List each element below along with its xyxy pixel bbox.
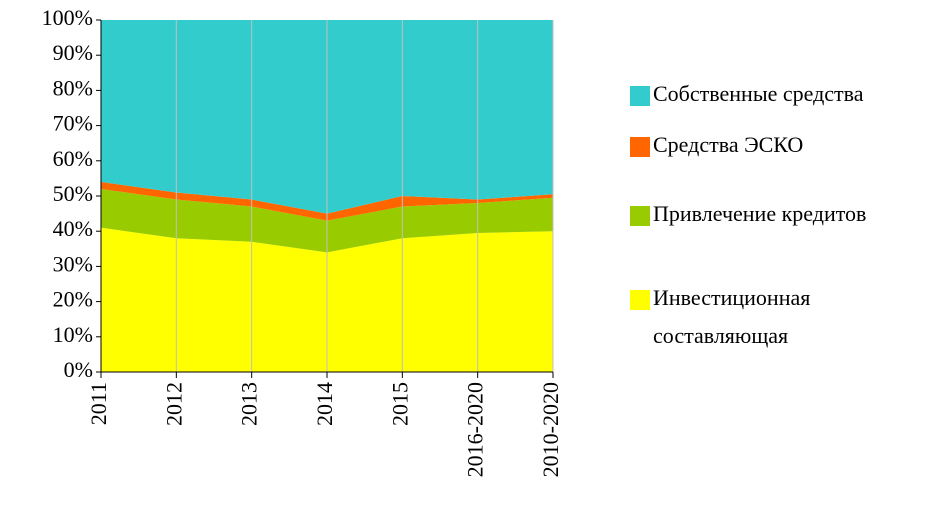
- legend-swatch: [630, 137, 650, 157]
- y-tick-label: 70%: [53, 111, 93, 136]
- y-tick-label: 100%: [42, 5, 93, 30]
- y-tick-label: 0%: [64, 357, 93, 382]
- legend-swatch: [630, 206, 650, 226]
- y-tick-label: 90%: [53, 40, 93, 65]
- y-tick-label: 10%: [53, 322, 93, 347]
- x-tick-label: 2010-2020: [538, 382, 563, 477]
- y-tick-label: 40%: [53, 216, 93, 241]
- y-tick-label: 50%: [53, 181, 93, 206]
- legend-label: Привлечение кредитов: [653, 201, 866, 226]
- legend-swatch: [630, 86, 650, 106]
- legend-label: Собственные средства: [653, 81, 864, 106]
- x-tick-label: 2016-2020: [463, 382, 488, 477]
- legend-label: Инвестиционная составляющая: [653, 285, 810, 348]
- x-tick-label: 2012: [161, 382, 186, 426]
- y-tick-label: 30%: [53, 251, 93, 276]
- y-tick-label: 60%: [53, 146, 93, 171]
- legend-swatch: [630, 290, 650, 310]
- x-tick-label: 2015: [387, 382, 412, 426]
- y-tick-label: 80%: [53, 75, 93, 100]
- legend-label: Средства ЭСКО: [653, 132, 803, 157]
- x-tick-label: 2011: [86, 382, 111, 425]
- area: [101, 181, 553, 221]
- x-tick-label: 2014: [312, 382, 337, 426]
- x-tick-label: 2013: [237, 382, 262, 426]
- y-tick-label: 20%: [53, 287, 93, 312]
